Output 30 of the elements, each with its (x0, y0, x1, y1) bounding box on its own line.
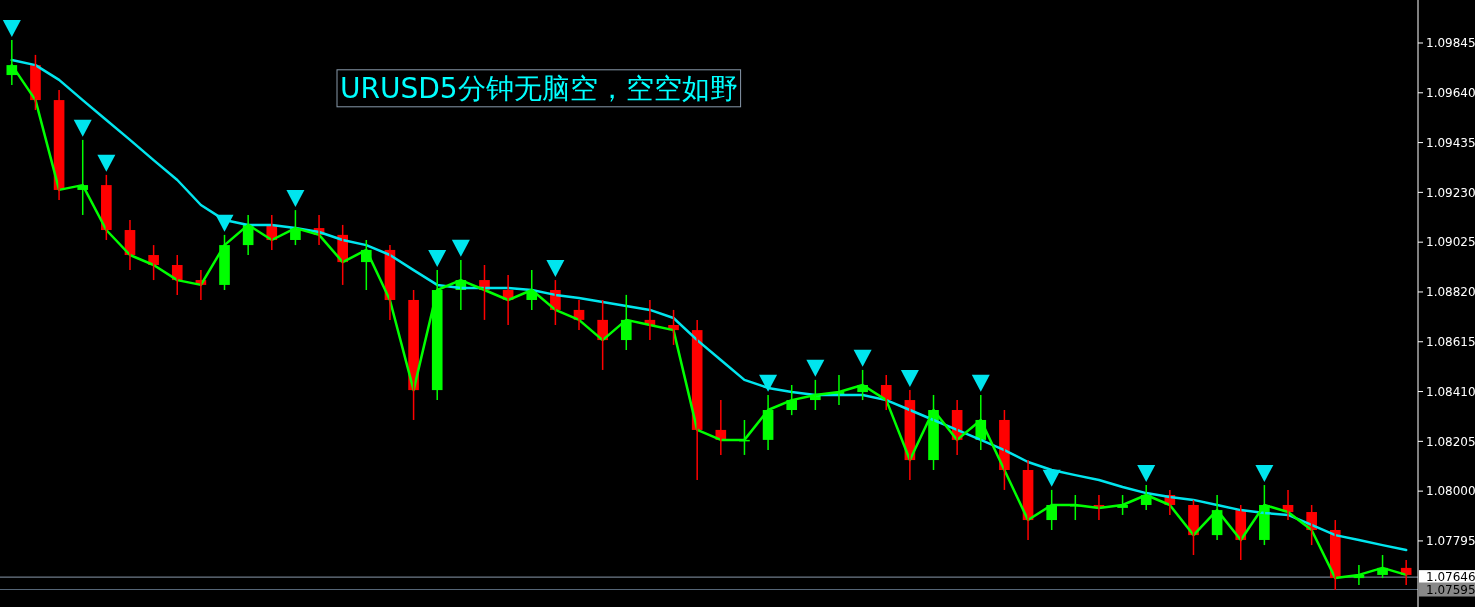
y-tick-label: 1.09435 (1426, 135, 1475, 150)
point (97, 154, 116, 172)
point (971, 374, 990, 392)
point (1255, 464, 1274, 482)
point (1137, 464, 1156, 482)
point (853, 349, 872, 367)
y-tick-label: 1.07795 (1426, 534, 1475, 549)
y-tick-label: 1.08205 (1426, 434, 1475, 449)
point (428, 249, 447, 267)
annotation: URUSD5分钟无脑空，空空如野 (340, 71, 738, 105)
y-tick-label: 1.09845 (1426, 36, 1475, 51)
y-tick-label: 1.08410 (1426, 384, 1475, 399)
point (759, 374, 778, 392)
y-tick-label: 1.08615 (1426, 334, 1475, 349)
y-tick-label: 1.09640 (1426, 85, 1475, 100)
point (286, 189, 305, 207)
ref-line-label: 1.07595 (1426, 582, 1475, 597)
point (546, 259, 565, 277)
y-tick-label: 1.09025 (1426, 235, 1475, 250)
ref-line-label: 1.07646 (1426, 570, 1475, 585)
y-tick-label: 1.08000 (1426, 484, 1475, 499)
point (73, 119, 92, 137)
point (215, 214, 234, 232)
point (451, 239, 470, 257)
point (900, 369, 919, 387)
y-tick-label: 1.09230 (1426, 185, 1475, 200)
point (806, 359, 825, 377)
y-tick-label: 1.08820 (1426, 285, 1475, 300)
point (2, 19, 21, 37)
point (1042, 469, 1061, 487)
